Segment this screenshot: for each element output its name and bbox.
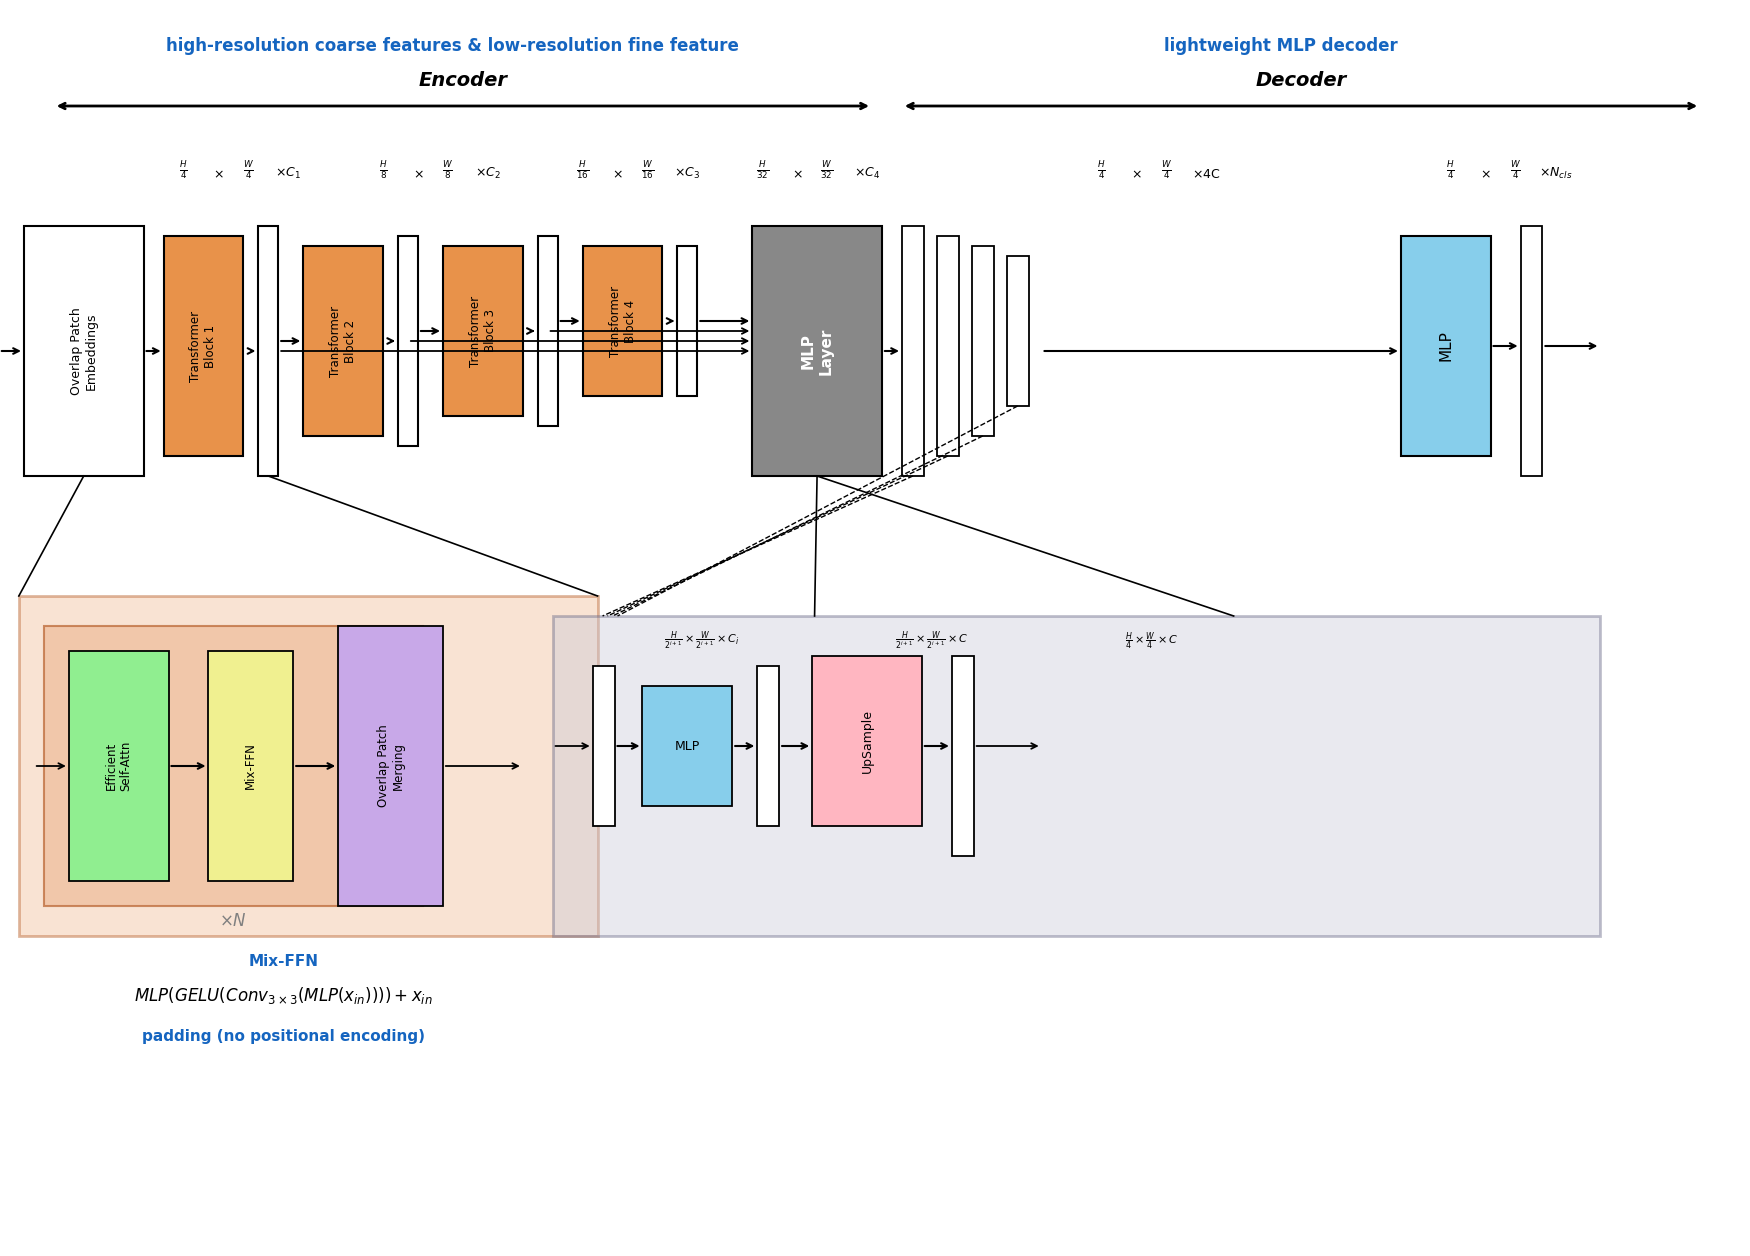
Text: $\frac{H}{8}$: $\frac{H}{8}$ (378, 160, 387, 181)
FancyBboxPatch shape (583, 246, 663, 396)
Text: $\times$: $\times$ (214, 168, 224, 181)
FancyBboxPatch shape (303, 246, 383, 436)
FancyBboxPatch shape (936, 236, 959, 456)
Text: $\frac{H}{4}$: $\frac{H}{4}$ (1446, 160, 1454, 181)
Text: Mix-FFN: Mix-FFN (245, 742, 257, 790)
FancyBboxPatch shape (1400, 236, 1491, 456)
FancyBboxPatch shape (68, 651, 168, 880)
FancyBboxPatch shape (259, 226, 278, 476)
Text: $\times$: $\times$ (413, 168, 424, 181)
Text: $\times$$C_2$: $\times$$C_2$ (474, 166, 500, 181)
Text: MLP
Layer: MLP Layer (802, 328, 833, 374)
Text: high-resolution coarse features & low-resolution fine feature: high-resolution coarse features & low-re… (166, 36, 738, 55)
Text: Transformer
Block 2: Transformer Block 2 (329, 305, 357, 377)
Text: $\frac{W}{32}$: $\frac{W}{32}$ (821, 160, 833, 181)
Text: $\frac{W}{8}$: $\frac{W}{8}$ (443, 160, 453, 181)
FancyBboxPatch shape (338, 625, 443, 906)
Text: $\frac{H}{16}$: $\frac{H}{16}$ (576, 160, 590, 181)
Text: Decoder: Decoder (1255, 72, 1346, 90)
FancyBboxPatch shape (642, 686, 732, 806)
Text: Transformer
Block 1: Transformer Block 1 (189, 310, 217, 382)
Text: UpSample: UpSample (861, 708, 873, 772)
Text: $\times$$N_{cls}$: $\times$$N_{cls}$ (1538, 166, 1572, 181)
FancyBboxPatch shape (44, 625, 424, 906)
Text: $\times$4C: $\times$4C (1192, 168, 1220, 181)
Text: $\times$$C_3$: $\times$$C_3$ (674, 166, 700, 181)
Text: padding (no positional encoding): padding (no positional encoding) (142, 1029, 425, 1044)
Text: $\times$$C_4$: $\times$$C_4$ (854, 166, 880, 181)
FancyBboxPatch shape (758, 666, 779, 826)
FancyBboxPatch shape (752, 226, 882, 476)
Text: Transformer
Block 3: Transformer Block 3 (469, 295, 497, 367)
Text: $\frac{W}{4}$: $\frac{W}{4}$ (243, 160, 254, 181)
Text: $\times$$C_1$: $\times$$C_1$ (275, 166, 301, 181)
FancyBboxPatch shape (443, 246, 523, 416)
Text: $\frac{W}{16}$: $\frac{W}{16}$ (640, 160, 654, 181)
FancyBboxPatch shape (971, 246, 994, 436)
Text: $\frac{H}{4}$: $\frac{H}{4}$ (178, 160, 187, 181)
Text: $\frac{W}{4}$: $\frac{W}{4}$ (1160, 160, 1172, 181)
FancyBboxPatch shape (19, 597, 597, 936)
Text: $\frac{W}{4}$: $\frac{W}{4}$ (1510, 160, 1521, 181)
Text: $\times$: $\times$ (612, 168, 623, 181)
Text: MLP: MLP (1438, 330, 1452, 362)
FancyBboxPatch shape (952, 656, 973, 857)
Text: MLP: MLP (676, 740, 700, 752)
FancyBboxPatch shape (901, 226, 924, 476)
FancyBboxPatch shape (163, 236, 243, 456)
Text: $\frac{H}{2^{i+1}}\times\frac{W}{2^{i+1}}\times C_i$: $\frac{H}{2^{i+1}}\times\frac{W}{2^{i+1}… (665, 629, 740, 652)
FancyBboxPatch shape (397, 236, 418, 446)
FancyBboxPatch shape (1521, 226, 1542, 476)
Text: Overlap Patch
Merging: Overlap Patch Merging (376, 725, 404, 808)
FancyBboxPatch shape (24, 226, 144, 476)
Text: $\frac{H}{32}$: $\frac{H}{32}$ (756, 160, 768, 181)
Text: Efficient
Self-Attn: Efficient Self-Attn (105, 741, 133, 791)
FancyBboxPatch shape (553, 615, 1600, 936)
Text: lightweight MLP decoder: lightweight MLP decoder (1164, 36, 1398, 55)
FancyBboxPatch shape (593, 666, 614, 826)
FancyBboxPatch shape (208, 651, 294, 880)
Text: $\times$: $\times$ (791, 168, 803, 181)
FancyBboxPatch shape (677, 246, 696, 396)
Text: $MLP(GELU(Conv_{3\times3}(MLP(x_{in})))) + x_{in}$: $MLP(GELU(Conv_{3\times3}(MLP(x_{in}))))… (135, 986, 432, 1006)
Text: $\frac{H}{2^{i+1}}\times\frac{W}{2^{i+1}}\times C$: $\frac{H}{2^{i+1}}\times\frac{W}{2^{i+1}… (894, 629, 970, 652)
Text: $\times N$: $\times N$ (219, 912, 247, 929)
Text: $\times$: $\times$ (1480, 168, 1491, 181)
Text: Overlap Patch
Embeddings: Overlap Patch Embeddings (70, 308, 98, 394)
FancyBboxPatch shape (1006, 256, 1029, 406)
Text: Mix-FFN: Mix-FFN (248, 953, 318, 968)
FancyBboxPatch shape (812, 656, 922, 826)
Text: $\frac{H}{4}$: $\frac{H}{4}$ (1097, 160, 1106, 181)
Text: Transformer
Block 4: Transformer Block 4 (609, 285, 637, 357)
FancyBboxPatch shape (537, 236, 558, 426)
Text: $\times$: $\times$ (1130, 168, 1141, 181)
Text: $\frac{H}{4}\times\frac{W}{4}\times C$: $\frac{H}{4}\times\frac{W}{4}\times C$ (1125, 631, 1178, 652)
Text: Encoder: Encoder (418, 72, 508, 90)
